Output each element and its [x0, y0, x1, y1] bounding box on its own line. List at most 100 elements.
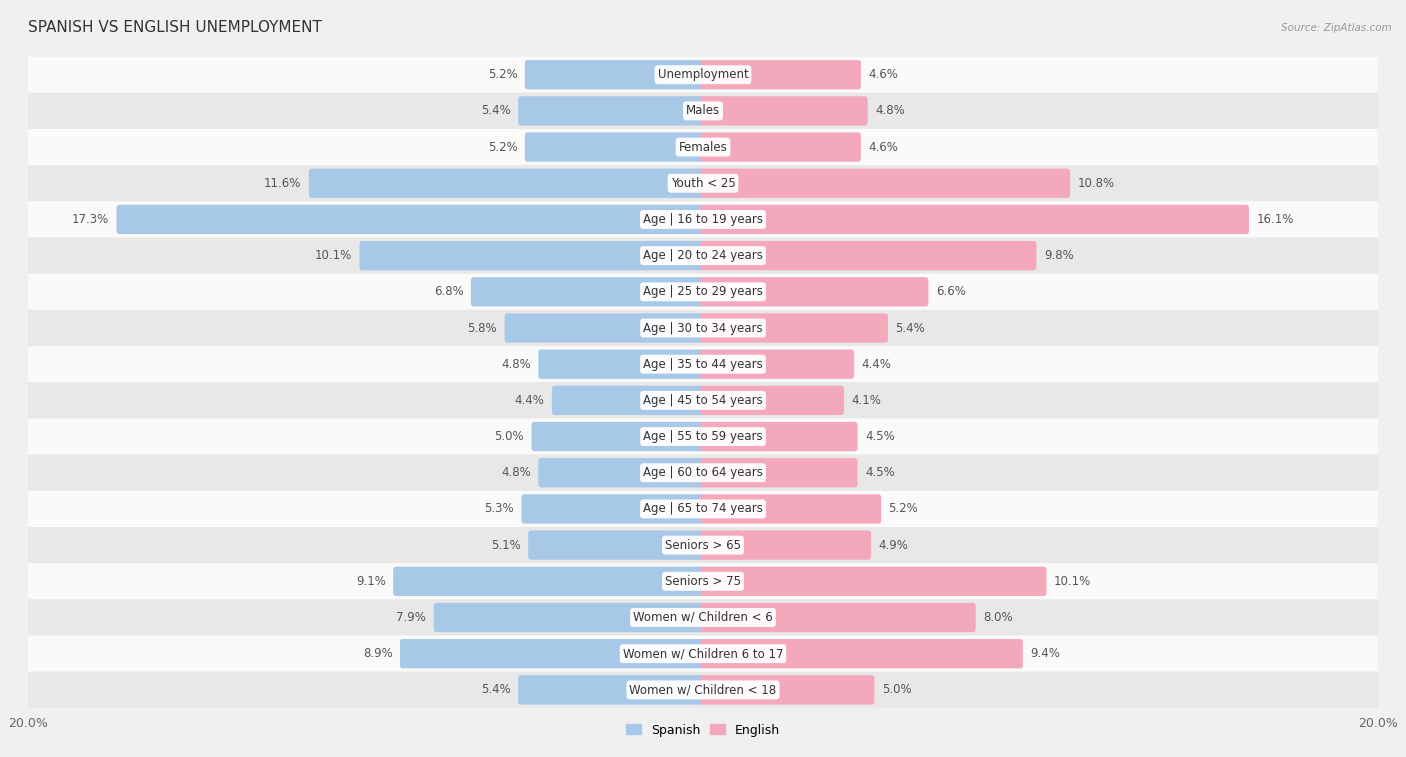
Text: Seniors > 75: Seniors > 75: [665, 575, 741, 587]
FancyBboxPatch shape: [700, 350, 855, 378]
Text: Age | 25 to 29 years: Age | 25 to 29 years: [643, 285, 763, 298]
Text: 9.1%: 9.1%: [356, 575, 385, 587]
FancyBboxPatch shape: [700, 132, 860, 162]
Legend: Spanish, English: Spanish, English: [621, 718, 785, 742]
Text: Women w/ Children < 18: Women w/ Children < 18: [630, 684, 776, 696]
FancyBboxPatch shape: [117, 205, 706, 234]
FancyBboxPatch shape: [551, 386, 706, 415]
Text: Source: ZipAtlas.com: Source: ZipAtlas.com: [1281, 23, 1392, 33]
Text: 8.0%: 8.0%: [983, 611, 1012, 624]
Text: 5.2%: 5.2%: [889, 503, 918, 516]
Text: 5.8%: 5.8%: [468, 322, 498, 335]
FancyBboxPatch shape: [28, 671, 1378, 708]
FancyBboxPatch shape: [309, 169, 706, 198]
Text: Males: Males: [686, 104, 720, 117]
Text: 4.5%: 4.5%: [865, 430, 894, 443]
FancyBboxPatch shape: [700, 531, 872, 559]
FancyBboxPatch shape: [700, 386, 844, 415]
FancyBboxPatch shape: [529, 531, 706, 559]
FancyBboxPatch shape: [700, 277, 928, 307]
FancyBboxPatch shape: [700, 60, 860, 89]
FancyBboxPatch shape: [522, 494, 706, 524]
FancyBboxPatch shape: [28, 238, 1378, 274]
Text: 5.3%: 5.3%: [485, 503, 515, 516]
Text: 5.2%: 5.2%: [488, 68, 517, 81]
FancyBboxPatch shape: [700, 567, 1046, 596]
Text: 5.0%: 5.0%: [882, 684, 911, 696]
FancyBboxPatch shape: [399, 639, 706, 668]
Text: 10.8%: 10.8%: [1077, 177, 1115, 190]
Text: 6.6%: 6.6%: [936, 285, 966, 298]
FancyBboxPatch shape: [700, 603, 976, 632]
FancyBboxPatch shape: [28, 310, 1378, 346]
Text: Age | 60 to 64 years: Age | 60 to 64 years: [643, 466, 763, 479]
Text: 6.8%: 6.8%: [433, 285, 464, 298]
FancyBboxPatch shape: [28, 201, 1378, 238]
Text: Women w/ Children 6 to 17: Women w/ Children 6 to 17: [623, 647, 783, 660]
Text: Age | 20 to 24 years: Age | 20 to 24 years: [643, 249, 763, 262]
Text: 5.2%: 5.2%: [488, 141, 517, 154]
FancyBboxPatch shape: [524, 132, 706, 162]
FancyBboxPatch shape: [471, 277, 706, 307]
Text: Age | 55 to 59 years: Age | 55 to 59 years: [643, 430, 763, 443]
FancyBboxPatch shape: [517, 96, 706, 126]
FancyBboxPatch shape: [28, 57, 1378, 93]
Text: 5.4%: 5.4%: [481, 104, 510, 117]
Text: 4.4%: 4.4%: [515, 394, 544, 407]
Text: 17.3%: 17.3%: [72, 213, 110, 226]
FancyBboxPatch shape: [700, 639, 1024, 668]
Text: 5.0%: 5.0%: [495, 430, 524, 443]
FancyBboxPatch shape: [538, 458, 706, 488]
FancyBboxPatch shape: [700, 241, 1036, 270]
FancyBboxPatch shape: [700, 205, 1249, 234]
Text: Age | 45 to 54 years: Age | 45 to 54 years: [643, 394, 763, 407]
FancyBboxPatch shape: [531, 422, 706, 451]
FancyBboxPatch shape: [28, 165, 1378, 201]
FancyBboxPatch shape: [28, 491, 1378, 527]
Text: 9.8%: 9.8%: [1043, 249, 1074, 262]
Text: 5.4%: 5.4%: [481, 684, 510, 696]
Text: 16.1%: 16.1%: [1257, 213, 1294, 226]
Text: 4.8%: 4.8%: [501, 466, 531, 479]
FancyBboxPatch shape: [524, 60, 706, 89]
FancyBboxPatch shape: [28, 455, 1378, 491]
Text: 8.9%: 8.9%: [363, 647, 392, 660]
FancyBboxPatch shape: [700, 169, 1070, 198]
Text: 4.9%: 4.9%: [879, 539, 908, 552]
Text: Age | 35 to 44 years: Age | 35 to 44 years: [643, 358, 763, 371]
FancyBboxPatch shape: [700, 96, 868, 126]
FancyBboxPatch shape: [28, 636, 1378, 671]
FancyBboxPatch shape: [28, 382, 1378, 419]
FancyBboxPatch shape: [28, 527, 1378, 563]
FancyBboxPatch shape: [505, 313, 706, 343]
FancyBboxPatch shape: [28, 93, 1378, 129]
Text: Age | 65 to 74 years: Age | 65 to 74 years: [643, 503, 763, 516]
FancyBboxPatch shape: [517, 675, 706, 705]
Text: 4.6%: 4.6%: [869, 68, 898, 81]
Text: 10.1%: 10.1%: [1054, 575, 1091, 587]
FancyBboxPatch shape: [700, 313, 889, 343]
Text: 4.8%: 4.8%: [501, 358, 531, 371]
Text: Seniors > 65: Seniors > 65: [665, 539, 741, 552]
Text: 4.4%: 4.4%: [862, 358, 891, 371]
Text: 7.9%: 7.9%: [396, 611, 426, 624]
FancyBboxPatch shape: [28, 419, 1378, 455]
FancyBboxPatch shape: [433, 603, 706, 632]
FancyBboxPatch shape: [700, 458, 858, 488]
Text: 4.6%: 4.6%: [869, 141, 898, 154]
Text: Unemployment: Unemployment: [658, 68, 748, 81]
Text: 4.8%: 4.8%: [875, 104, 905, 117]
Text: 10.1%: 10.1%: [315, 249, 352, 262]
FancyBboxPatch shape: [28, 563, 1378, 600]
FancyBboxPatch shape: [700, 675, 875, 705]
Text: Age | 16 to 19 years: Age | 16 to 19 years: [643, 213, 763, 226]
Text: Age | 30 to 34 years: Age | 30 to 34 years: [643, 322, 763, 335]
Text: 11.6%: 11.6%: [264, 177, 301, 190]
FancyBboxPatch shape: [538, 350, 706, 378]
Text: SPANISH VS ENGLISH UNEMPLOYMENT: SPANISH VS ENGLISH UNEMPLOYMENT: [28, 20, 322, 35]
Text: Women w/ Children < 6: Women w/ Children < 6: [633, 611, 773, 624]
FancyBboxPatch shape: [700, 422, 858, 451]
FancyBboxPatch shape: [360, 241, 706, 270]
Text: 4.5%: 4.5%: [865, 466, 894, 479]
Text: 9.4%: 9.4%: [1031, 647, 1060, 660]
